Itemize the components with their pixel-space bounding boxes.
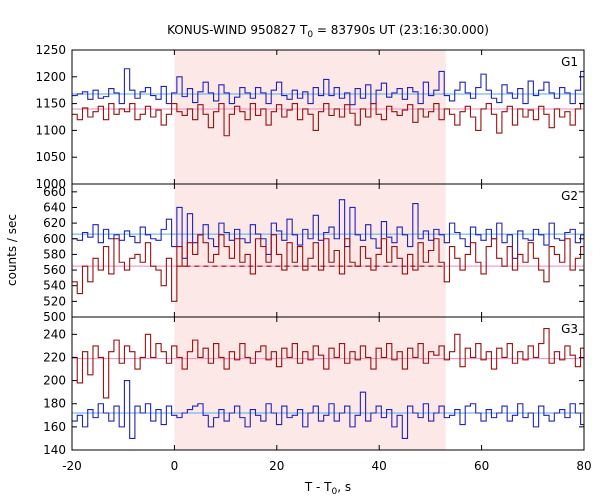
series-red-g3 — [72, 328, 584, 399]
y-tick-label: 1200 — [35, 70, 66, 84]
y-tick-label: 620 — [43, 216, 66, 230]
panel-g3: 140 160 180 200 220 240 G3 — [43, 322, 584, 457]
y-tick-label: 240 — [43, 327, 66, 341]
y-tick-label: 1150 — [35, 97, 66, 111]
series-blue-g3 — [72, 380, 584, 439]
y-axis-label: counts / sec — [5, 214, 19, 286]
series-blue-g1 — [72, 68, 584, 106]
y-tick-label: 500 — [43, 310, 66, 324]
x-tick-label: 60 — [474, 459, 489, 473]
y-tick-label: 1050 — [35, 150, 66, 164]
x-axis-label-main: T - T — [304, 480, 332, 494]
y-tick-label: 1250 — [35, 43, 66, 57]
panel-frames — [71, 49, 585, 451]
panel-label-g2: G2 — [561, 189, 578, 203]
y-tick-label: 180 — [43, 397, 66, 411]
series-red-g2 — [72, 234, 584, 302]
panel-frame-g3 — [71, 316, 585, 451]
panel-label-g3: G3 — [561, 322, 578, 336]
y-tick-label: 140 — [43, 443, 66, 457]
chart-title: KONUS-WIND 950827 T0 = 83790s UT (23:16:… — [167, 23, 489, 40]
y-tick-label: 160 — [43, 420, 66, 434]
y-tick-label: 200 — [43, 374, 66, 388]
x-axis-label-rest: , s — [337, 480, 351, 494]
x-tick-label: 80 — [576, 459, 591, 473]
y-tick-label: 660 — [43, 185, 66, 199]
y-tick-label: 640 — [43, 200, 66, 214]
x-tick-label: 40 — [372, 459, 387, 473]
y-tick-label: 600 — [43, 232, 66, 246]
y-tick-label: 1000 — [35, 177, 66, 191]
y-tick-label: 540 — [43, 279, 66, 293]
x-axis-label: T - T0, s — [304, 480, 351, 497]
y-tick-label: 1100 — [35, 123, 66, 137]
highlight-interval-shade — [174, 50, 446, 450]
y-tick-label: 560 — [43, 263, 66, 277]
y-tick-label: 580 — [43, 247, 66, 261]
panel-label-g1: G1 — [561, 55, 578, 69]
y-tick-label: 220 — [43, 350, 66, 364]
series-red-g1 — [72, 103, 584, 137]
x-tick-label: -20 — [62, 459, 82, 473]
x-axis-ticks: -20 0 20 40 60 80 — [62, 50, 592, 473]
chart-title-subscript: 0 — [307, 30, 313, 40]
y-tick-label: 520 — [43, 294, 66, 308]
panel-g1: 1000 1050 1100 1150 1200 1250 G1 — [35, 43, 584, 191]
x-axis-label-subscript: 0 — [332, 487, 338, 497]
chart-title-main: KONUS-WIND 950827 T — [167, 23, 308, 37]
chart-title-rest: = 83790s UT (23:16:30.000) — [313, 23, 489, 37]
series-blue-g2 — [72, 199, 584, 259]
x-tick-label: 0 — [171, 459, 179, 473]
x-tick-label: 20 — [269, 459, 284, 473]
